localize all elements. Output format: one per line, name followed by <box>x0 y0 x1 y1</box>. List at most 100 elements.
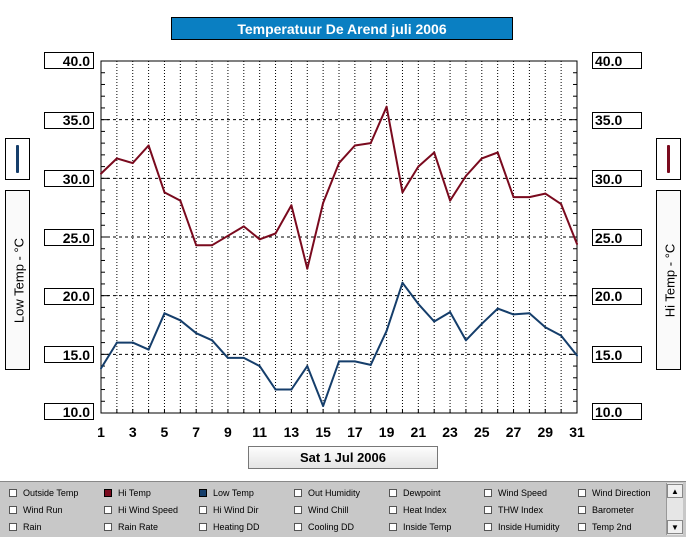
right-y-tick-label: 40.0 <box>592 52 642 69</box>
checkbox[interactable] <box>484 489 492 497</box>
selector-option-rain[interactable]: Rain <box>9 522 42 532</box>
x-tick-label: 31 <box>569 424 585 440</box>
selector-option-inside-temp[interactable]: Inside Temp <box>389 522 451 532</box>
selector-option-rain-rate[interactable]: Rain Rate <box>104 522 158 532</box>
hi-temp-point-26 <box>496 151 499 154</box>
low-temp-point-27 <box>512 313 515 316</box>
hi-temp-point-8 <box>211 244 214 247</box>
selector-option-low-temp[interactable]: Low Temp <box>199 488 254 498</box>
checkbox[interactable] <box>578 489 586 497</box>
hi-temp-point-22 <box>433 151 436 154</box>
option-label: Heating DD <box>213 522 260 532</box>
selector-option-barometer[interactable]: Barometer <box>578 505 634 515</box>
right-axis-panel[interactable]: Hi Temp - °C <box>656 190 681 370</box>
selector-option-dewpoint[interactable]: Dewpoint <box>389 488 441 498</box>
x-tick-label: 21 <box>410 424 427 440</box>
left-y-tick-label: 20.0 <box>44 287 94 305</box>
selector-option-hi-wind-dir[interactable]: Hi Wind Dir <box>199 505 259 515</box>
checkbox[interactable] <box>9 523 17 531</box>
right-y-tick-label: 30.0 <box>592 170 642 188</box>
hi-temp-point-19 <box>385 105 388 108</box>
checkbox[interactable] <box>294 489 302 497</box>
date-button[interactable]: Sat 1 Jul 2006 <box>248 446 438 469</box>
selector-option-heating-dd[interactable]: Heating DD <box>199 522 260 532</box>
low-temp-point-20 <box>401 281 404 284</box>
hi-temp-point-4 <box>147 144 150 147</box>
option-label: Wind Direction <box>592 488 651 498</box>
selector-option-hi-temp[interactable]: Hi Temp <box>104 488 151 498</box>
low-temp-point-22 <box>433 320 436 323</box>
data-type-selector: Outside Temp Hi Temp Low Temp Out Humidity D… <box>0 481 686 537</box>
selector-option-thw-index[interactable]: THW Index <box>484 505 543 515</box>
hi-temp-point-23 <box>449 199 452 202</box>
checkbox[interactable] <box>389 489 397 497</box>
checkbox[interactable] <box>9 489 17 497</box>
hi-temp-point-6 <box>179 199 182 202</box>
scroll-up-button[interactable]: ▲ <box>667 484 683 498</box>
hi-temp-point-16 <box>338 162 340 165</box>
low-temp-legend-line <box>16 145 19 173</box>
x-tick-label: 13 <box>283 424 300 440</box>
low-temp-point-16 <box>338 360 340 363</box>
left-axis-panel[interactable]: Low Temp - °C <box>5 190 30 370</box>
checkbox[interactable] <box>389 506 397 514</box>
low-temp-point-23 <box>449 311 452 314</box>
selector-option-heat-index[interactable]: Heat Index <box>389 505 447 515</box>
checkbox[interactable] <box>294 523 302 531</box>
hi-temp-point-17 <box>353 144 356 147</box>
checkbox[interactable] <box>199 489 207 497</box>
low-temp-legend-swatch[interactable] <box>5 138 30 180</box>
checkbox[interactable] <box>104 506 112 514</box>
checkbox[interactable] <box>389 523 397 531</box>
x-tick-label: 3 <box>128 424 137 440</box>
selector-option-out-humidity[interactable]: Out Humidity <box>294 488 360 498</box>
checkbox[interactable] <box>294 506 302 514</box>
option-label: Barometer <box>592 505 635 515</box>
selector-option-inside-humidity[interactable]: Inside Humidity <box>484 522 560 532</box>
selector-option-wind-run[interactable]: Wind Run <box>9 505 63 515</box>
selector-option-cooling-dd[interactable]: Cooling DD <box>294 522 354 532</box>
scroll-down-button[interactable]: ▼ <box>667 520 683 534</box>
hi-temp-legend-swatch[interactable] <box>656 138 681 180</box>
hi-temp-point-29 <box>544 192 547 195</box>
low-temp-point-13 <box>290 388 293 391</box>
checkbox[interactable] <box>9 506 17 514</box>
selector-option-temp-2nd[interactable]: Temp 2nd <box>578 522 632 532</box>
checkbox[interactable] <box>199 523 207 531</box>
selector-option-outside-temp[interactable]: Outside Temp <box>9 488 78 498</box>
checkbox[interactable] <box>578 506 586 514</box>
x-tick-label: 15 <box>315 424 331 440</box>
low-temp-point-15 <box>322 404 325 407</box>
checkbox[interactable] <box>578 523 586 531</box>
checkbox[interactable] <box>104 489 112 497</box>
selector-option-wind-speed[interactable]: Wind Speed <box>484 488 547 498</box>
low-temp-point-7 <box>195 332 198 335</box>
checkbox[interactable] <box>104 523 112 531</box>
x-tick-label: 5 <box>160 424 169 440</box>
option-label: Temp 2nd <box>592 522 632 532</box>
selector-option-wind-chill[interactable]: Wind Chill <box>294 505 349 515</box>
checkbox[interactable] <box>484 506 492 514</box>
x-tick-label: 7 <box>192 424 201 440</box>
option-label: Out Humidity <box>308 488 361 498</box>
option-label: Low Temp <box>213 488 254 498</box>
option-label: Hi Wind Speed <box>118 505 179 515</box>
low-temp-point-24 <box>464 339 467 342</box>
option-label: THW Index <box>498 505 544 515</box>
checkbox[interactable] <box>199 506 207 514</box>
checkbox[interactable] <box>484 523 492 531</box>
option-label: Wind Chill <box>308 505 349 515</box>
option-label: Hi Temp <box>118 488 151 498</box>
low-temp-point-11 <box>258 365 261 368</box>
right-y-tick-label: 25.0 <box>592 229 642 246</box>
selector-option-hi-wind-speed[interactable]: Hi Wind Speed <box>104 505 178 515</box>
low-temp-point-26 <box>496 307 499 310</box>
x-tick-label: 17 <box>347 424 363 440</box>
low-temp-point-17 <box>353 360 356 363</box>
low-temp-point-21 <box>417 302 420 305</box>
selector-scrollbar[interactable]: ▲ ▼ <box>666 483 683 535</box>
selector-option-wind-direction[interactable]: Wind Direction <box>578 488 651 498</box>
hi-temp-point-24 <box>464 174 467 177</box>
low-temp-point-19 <box>385 329 388 332</box>
option-label: Hi Wind Dir <box>213 505 259 515</box>
